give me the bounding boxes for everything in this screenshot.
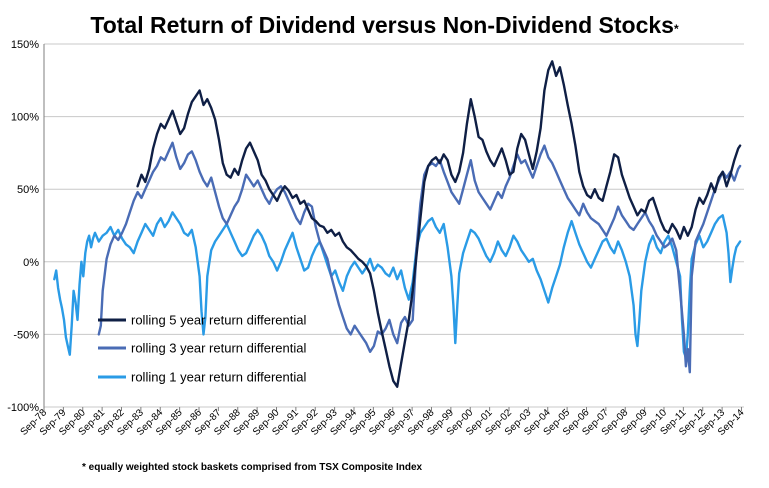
chart-title-text: Total Return of Dividend versus Non-Divi… [90, 12, 674, 38]
y-tick-label: 50% [17, 184, 39, 196]
y-tick-label: 0% [23, 257, 39, 269]
chart-title: Total Return of Dividend versus Non-Divi… [0, 12, 769, 39]
x-axis: Sep-78Sep-79Sep-80Sep-81Sep-82Sep-83Sep-… [19, 407, 747, 438]
y-tick-label: 150% [11, 39, 39, 51]
legend: rolling 5 year return differential rollin… [98, 313, 306, 385]
legend-label-3: rolling 1 year return differential [131, 370, 306, 385]
y-axis: 150% 100% 50% 0% -50% -100% [7, 39, 45, 414]
legend-label-1: rolling 5 year return differential [131, 313, 306, 328]
y-tick-label: -100% [7, 402, 39, 414]
y-tick-label: 100% [11, 112, 39, 124]
series-line-2 [97, 141, 742, 374]
series-layer [53, 60, 742, 388]
footnote: * equally weighted stock baskets compris… [82, 462, 423, 473]
y-tick-label: -50% [13, 329, 39, 341]
chart-title-marker: * [673, 22, 679, 36]
series-line-3 [53, 211, 742, 359]
series-line-1 [136, 60, 742, 388]
legend-label-2: rolling 3 year return differential [131, 341, 306, 356]
